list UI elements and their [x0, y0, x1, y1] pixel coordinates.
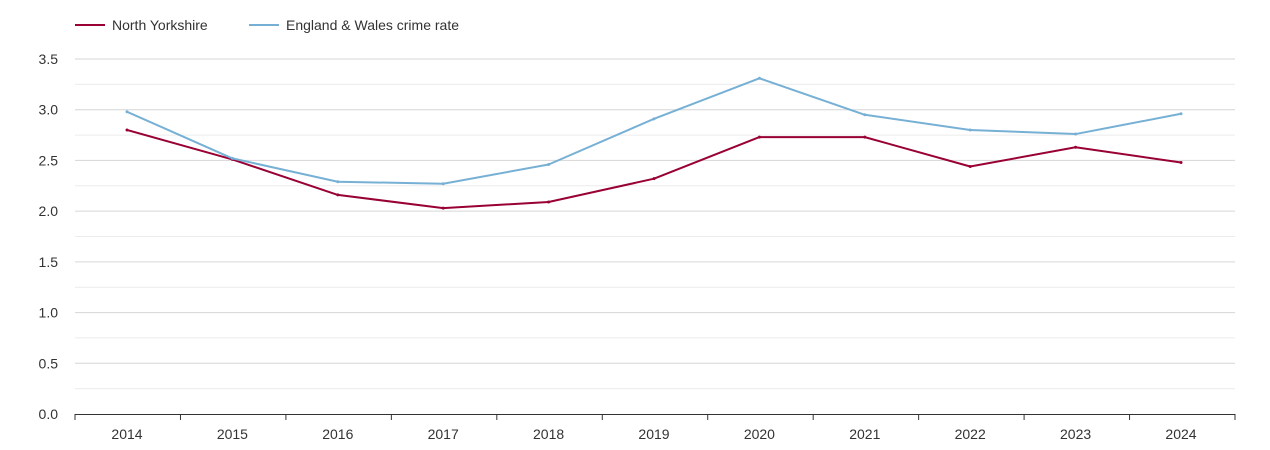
data-point [1179, 160, 1183, 164]
y-tick-label: 0.0 [39, 406, 59, 422]
x-tick-label: 2021 [849, 426, 880, 442]
data-point [1074, 145, 1078, 149]
legend-item: North Yorkshire [75, 17, 208, 33]
data-point [1074, 132, 1078, 136]
legend-label: North Yorkshire [112, 17, 208, 33]
series-layer [125, 76, 1183, 210]
y-tick-label: 2.5 [39, 152, 59, 168]
y-tick-label: 2.0 [39, 203, 59, 219]
legend-label: England & Wales crime rate [286, 17, 459, 33]
x-tick-label: 2024 [1165, 426, 1196, 442]
legend-item: England & Wales crime rate [249, 17, 459, 33]
data-point [757, 76, 761, 80]
data-point [125, 128, 129, 132]
x-tick-label: 2022 [955, 426, 986, 442]
x-tick-label: 2016 [322, 426, 353, 442]
series-line [126, 77, 1182, 185]
y-tick-label: 3.0 [39, 102, 59, 118]
y-axis: 0.0 0.5 1.0 1.5 2.0 2.5 3.0 3.5 [39, 51, 59, 422]
data-point [652, 177, 656, 181]
x-tick-label: 2015 [217, 426, 248, 442]
legend: North Yorkshire England & Wales crime rat… [75, 17, 459, 33]
y-tick-label: 1.5 [39, 254, 59, 270]
x-tick-label: 2014 [111, 426, 142, 442]
x-tick-label: 2019 [638, 426, 669, 442]
data-point [1179, 112, 1183, 116]
data-point [863, 113, 867, 117]
x-axis: 2014 2015 2016 2017 2018 2019 2020 2021 2022 2023… [74, 414, 1236, 442]
series-0 [125, 128, 1183, 210]
x-tick-label: 2020 [744, 426, 775, 442]
y-tick-label: 3.5 [39, 51, 59, 67]
data-point [125, 110, 129, 114]
data-point [336, 180, 340, 184]
data-point [968, 165, 972, 169]
x-tick-label: 2023 [1060, 426, 1091, 442]
data-point [441, 182, 445, 186]
y-tick-label: 1.0 [39, 305, 59, 321]
data-point [441, 206, 445, 210]
data-point [547, 162, 551, 166]
data-point [547, 200, 551, 204]
x-tick-label: 2017 [428, 426, 459, 442]
gridlines [75, 58, 1235, 390]
data-point [863, 135, 867, 139]
y-tick-label: 0.5 [39, 355, 59, 371]
data-point [968, 128, 972, 132]
data-point [336, 193, 340, 197]
x-tick-label: 2018 [533, 426, 564, 442]
data-point [757, 135, 761, 139]
data-point [652, 117, 656, 121]
series-1 [125, 76, 1183, 186]
data-point [230, 156, 234, 160]
